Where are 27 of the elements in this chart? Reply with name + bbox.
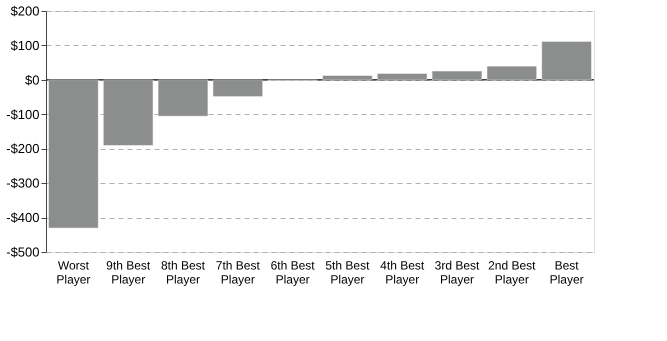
y-tick-label: -$300 bbox=[6, 176, 40, 191]
y-tick-label: $0 bbox=[25, 72, 40, 88]
x-tick-label: 8th Best Player bbox=[160, 258, 206, 286]
x-tick-label: 9th Best Player bbox=[106, 258, 151, 286]
x-tick-label: 6th Best Player bbox=[270, 258, 316, 286]
bar bbox=[432, 71, 482, 80]
y-tick-label: -$200 bbox=[6, 141, 40, 156]
bar bbox=[486, 66, 537, 80]
bar bbox=[212, 80, 263, 97]
y-tick-label: $100 bbox=[10, 38, 40, 53]
bar bbox=[103, 80, 154, 146]
bar bbox=[158, 80, 208, 116]
bar bbox=[48, 80, 98, 228]
bar bbox=[377, 73, 428, 80]
x-tick-label: 2nd Best Player bbox=[488, 258, 536, 286]
y-tick-label: -$500 bbox=[6, 244, 40, 260]
x-tick-label: 7th Best Player bbox=[216, 258, 260, 286]
bar bbox=[542, 41, 592, 80]
y-tick-label: -$100 bbox=[6, 106, 40, 122]
x-tick-label: Worst Player bbox=[56, 258, 90, 286]
bar bbox=[322, 75, 372, 80]
x-tick-label: 4th Best Player bbox=[380, 258, 425, 286]
x-tick-label: Best Player bbox=[550, 258, 584, 286]
y-tick-label: $200 bbox=[10, 4, 40, 18]
x-tick-label: 5th Best Player bbox=[325, 258, 370, 286]
x-tick-label: 3rd Best Player bbox=[434, 258, 480, 286]
y-tick-label: -$400 bbox=[6, 210, 40, 226]
